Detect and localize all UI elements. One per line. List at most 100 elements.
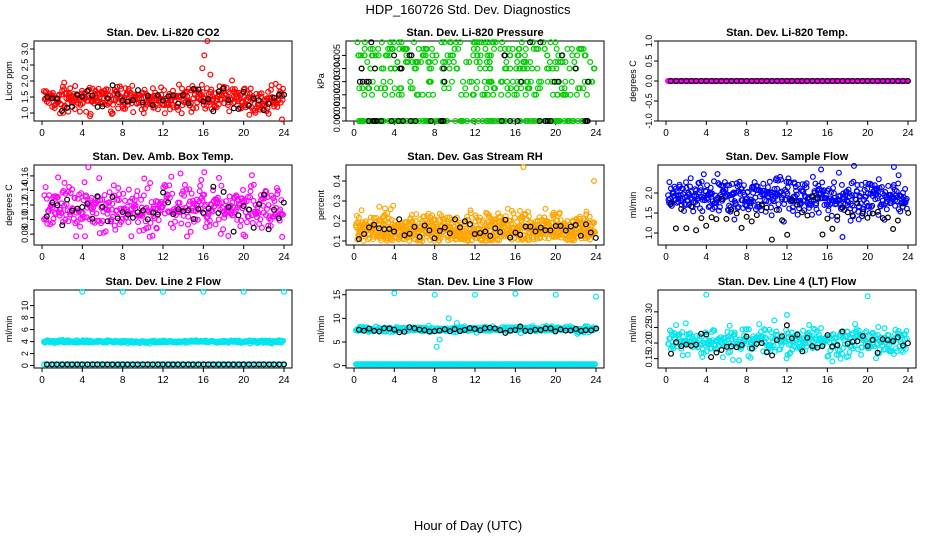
data-point: [207, 71, 214, 78]
data-point: [160, 189, 167, 196]
data-point: [166, 182, 173, 189]
data-point: [548, 78, 555, 85]
data-point: [273, 185, 280, 192]
data-point: [365, 78, 372, 85]
panel-title: Stan. Dev. Line 2 Flow: [105, 276, 221, 288]
data-point: [530, 236, 537, 243]
data-point: [199, 197, 206, 204]
data-point: [230, 228, 237, 235]
data-point: [881, 325, 888, 332]
data-point: [394, 58, 401, 65]
data-point: [884, 214, 891, 221]
data-point: [109, 110, 116, 117]
data-point: [758, 340, 765, 347]
data-point: [804, 334, 811, 341]
y-tick-label: 2: [20, 351, 30, 356]
data-point: [389, 237, 396, 244]
data-point: [413, 65, 420, 72]
data-point: [570, 117, 577, 124]
data-point: [885, 182, 892, 189]
data-point: [377, 85, 384, 92]
data-point: [783, 322, 790, 329]
data-point: [238, 217, 245, 224]
x-tick-label: 20: [862, 128, 874, 139]
data-point: [894, 217, 901, 224]
data-point: [448, 39, 455, 46]
data-point: [197, 182, 204, 189]
data-point: [139, 99, 146, 106]
data-point: [404, 117, 411, 124]
data-point: [562, 91, 569, 98]
data-point: [904, 340, 911, 347]
series-all: [665, 162, 910, 241]
data-point: [43, 216, 50, 223]
y-tick-label: 0.005: [332, 44, 342, 67]
data-point: [54, 194, 61, 201]
data-point: [571, 58, 578, 65]
data-point: [271, 198, 278, 205]
data-point: [852, 321, 859, 328]
data-point: [247, 188, 254, 195]
panel-title: Stan. Dev. Line 4 (LT) Flow: [718, 276, 857, 288]
data-point: [441, 78, 448, 85]
data-point: [225, 204, 232, 211]
data-point: [535, 78, 542, 85]
data-point: [875, 176, 882, 183]
data-point: [240, 187, 247, 194]
data-point: [249, 219, 256, 226]
y-tick-label: 0.000: [332, 110, 342, 133]
data-point: [411, 223, 418, 230]
data-point: [762, 327, 769, 334]
data-point: [413, 211, 420, 218]
data-point: [743, 213, 750, 220]
data-point: [547, 117, 554, 124]
data-point: [718, 195, 725, 202]
data-point: [835, 169, 842, 176]
data-point: [466, 78, 473, 85]
x-tick-label: 8: [744, 128, 750, 139]
data-point: [540, 39, 547, 46]
data-point: [789, 204, 796, 211]
data-point: [903, 328, 910, 335]
data-point: [580, 85, 587, 92]
x-tick-label: 4: [80, 128, 86, 139]
data-point: [452, 216, 459, 223]
data-point: [844, 340, 851, 347]
data-point: [72, 220, 79, 227]
data-point: [248, 172, 255, 179]
data-point: [181, 192, 188, 199]
data-point: [144, 92, 151, 99]
data-point: [467, 207, 474, 214]
data-point: [185, 207, 192, 214]
data-point: [829, 225, 836, 232]
data-point: [106, 189, 113, 196]
data-point: [538, 78, 545, 85]
data-point: [407, 78, 414, 85]
data-point: [432, 58, 439, 65]
data-point: [396, 216, 403, 223]
data-point: [444, 117, 451, 124]
data-point: [513, 85, 520, 92]
data-point: [181, 181, 188, 188]
data-point: [537, 39, 544, 46]
data-point: [788, 335, 795, 342]
data-point: [731, 216, 738, 223]
data-point: [703, 291, 710, 298]
data-point: [527, 223, 534, 230]
data-point: [740, 182, 747, 189]
x-tick-label: 12: [157, 375, 169, 386]
data-point: [777, 173, 784, 180]
data-point: [726, 322, 733, 329]
data-point: [858, 190, 865, 197]
x-tick-label: 4: [704, 375, 710, 386]
data-point: [518, 78, 525, 85]
data-point: [743, 326, 750, 333]
data-point: [713, 199, 720, 206]
data-point: [549, 65, 556, 72]
data-point: [735, 357, 742, 364]
data-point: [574, 52, 581, 59]
data-point: [147, 180, 154, 187]
data-point: [355, 214, 362, 221]
data-point: [99, 103, 106, 110]
y-tick-label: 15: [332, 290, 342, 300]
